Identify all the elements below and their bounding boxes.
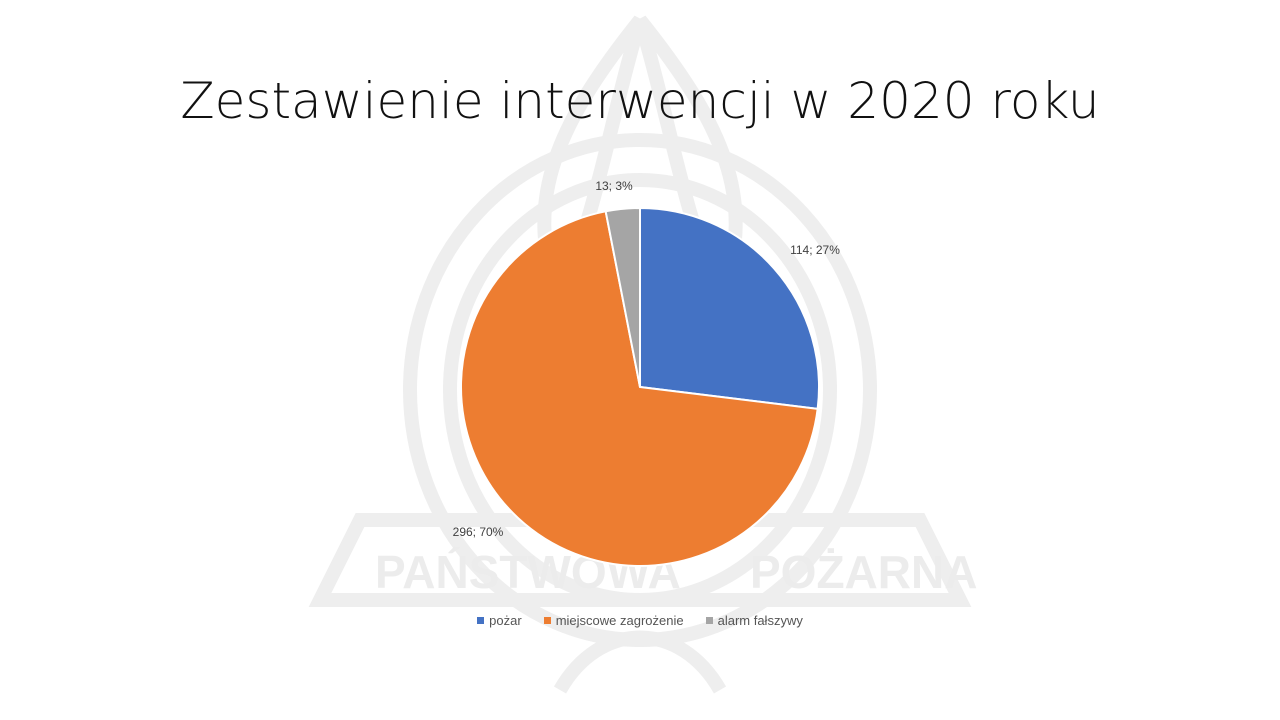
legend-label: alarm fałszywy bbox=[717, 613, 803, 628]
data-label-2: 13; 3% bbox=[595, 179, 633, 193]
legend-label: pożar bbox=[489, 613, 522, 628]
data-label-1: 296; 70% bbox=[453, 525, 504, 539]
legend-item: miejscowe zagrożenie bbox=[543, 613, 684, 628]
pie-slice-2 bbox=[604, 206, 641, 388]
legend-label: miejscowe zagrożenie bbox=[555, 613, 684, 628]
legend-item: alarm fałszywy bbox=[705, 613, 803, 628]
legend-swatch bbox=[543, 617, 551, 624]
legend-item: pożar bbox=[477, 613, 522, 628]
chart-title: Zestawienie interwencji w 2020 roku bbox=[180, 72, 1100, 130]
logo-text-right: POŻARNA bbox=[750, 546, 977, 598]
pie-slice-0 bbox=[639, 206, 820, 410]
legend-swatch bbox=[477, 617, 485, 624]
legend-swatch bbox=[705, 617, 713, 624]
data-label-0: 114; 27% bbox=[790, 243, 840, 257]
chart-legend: pożar miejscowe zagrożenie alarm fałszywy bbox=[0, 613, 1280, 628]
pie-slice-1 bbox=[460, 210, 819, 567]
